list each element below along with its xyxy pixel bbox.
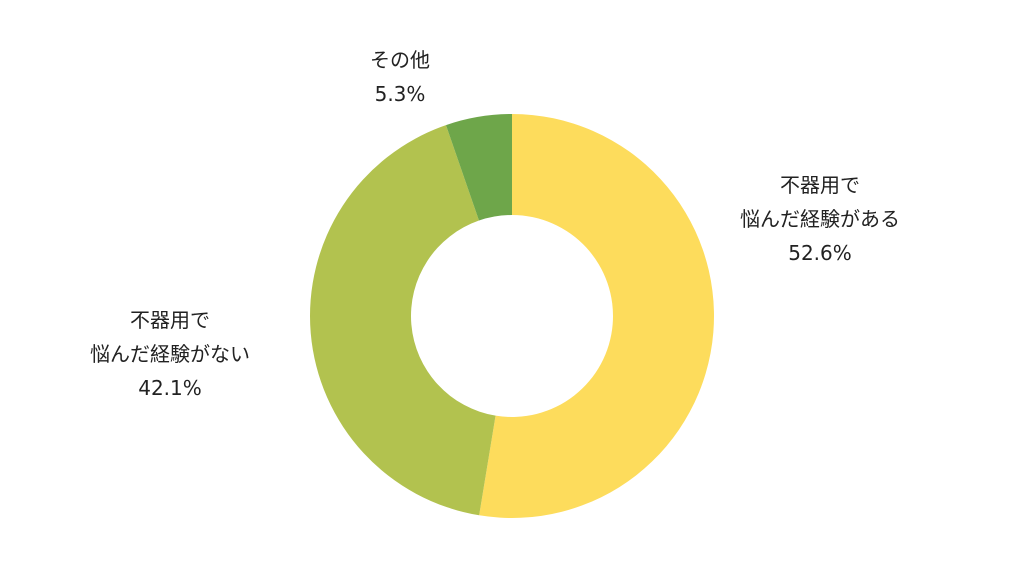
value-label: 5.3% [374, 82, 426, 106]
category-label: 不器用で 悩んだ経験がない [90, 308, 250, 366]
slice [310, 125, 496, 516]
slice-label: 不器用で 悩んだ経験がある 52.6% [740, 168, 900, 270]
slice [445, 114, 512, 221]
slice [479, 114, 715, 518]
slice-label: その他 5.3% [370, 43, 430, 111]
category-label: その他 [370, 48, 430, 72]
value-label: 42.1% [138, 376, 202, 400]
value-label: 52.6% [788, 241, 852, 265]
category-label: 不器用で 悩んだ経験がある [740, 173, 900, 231]
slice-label: 不器用で 悩んだ経験がない 42.1% [90, 303, 250, 405]
